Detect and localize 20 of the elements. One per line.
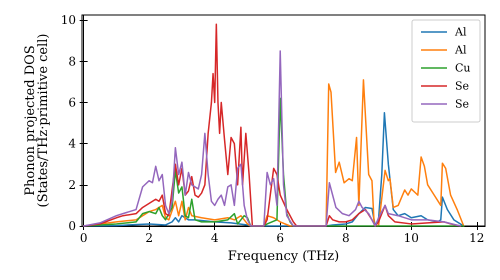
x-tick-label: 10	[404, 231, 419, 245]
legend-label: Cu	[455, 62, 471, 74]
legend-label: Al	[454, 26, 467, 38]
y-tick-label: 10	[60, 13, 76, 28]
legend-label: Se	[455, 98, 470, 110]
x-tick-label: 2	[145, 231, 153, 245]
y-tick-label: 6	[68, 95, 76, 110]
x-tick-label: 0	[80, 231, 88, 245]
x-tick-label: 8	[342, 231, 350, 245]
x-tick-label: 4	[210, 231, 219, 245]
y-tick-label: 0	[68, 219, 76, 233]
legend-label: Al	[454, 44, 467, 56]
x-axis-title: Frequency (THz)	[228, 249, 340, 264]
y-tick-label: 4	[68, 136, 76, 151]
x-tick-label: 6	[276, 231, 284, 245]
legend-label: Se	[455, 80, 470, 92]
y-tick-label: 2	[68, 178, 76, 192]
y-axis-title: Phonon projected DOS (States/THz·primitive cell)	[22, 33, 51, 208]
y-tick-label: 8	[68, 54, 76, 68]
x-tick-label: 12	[469, 231, 484, 245]
